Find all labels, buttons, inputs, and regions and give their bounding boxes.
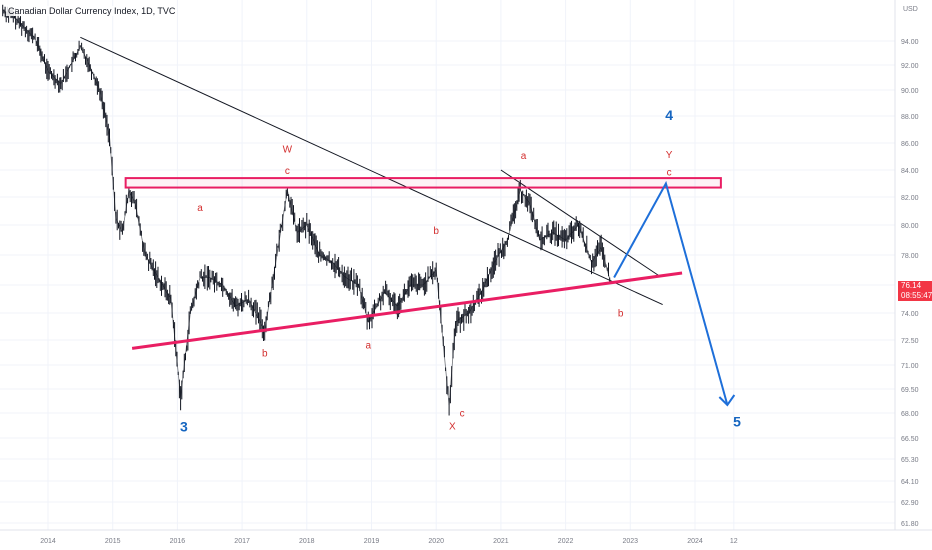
price-tick-label: 72.50	[901, 338, 919, 345]
wave-label: b	[618, 309, 624, 320]
time-tick-label: 2024	[687, 538, 703, 545]
price-candles	[2, 4, 611, 416]
price-tick-label: 62.90	[901, 500, 919, 507]
long-descending-trendline	[80, 36, 663, 306]
wave-label: a	[197, 203, 203, 214]
price-tick-label: 65.30	[901, 457, 919, 464]
price-tick-label: 86.00	[901, 141, 919, 148]
time-tick-label: 2014	[40, 538, 56, 545]
time-tick-label: 2021	[493, 538, 509, 545]
time-tick-label: 2018	[299, 538, 315, 545]
price-tick-label: 94.00	[901, 39, 919, 46]
projection-path	[613, 180, 736, 407]
wave-label: a	[365, 340, 371, 351]
wave-label: 5	[733, 413, 741, 429]
price-tick-label: 80.00	[901, 223, 919, 230]
price-tick-label: 71.00	[901, 363, 919, 370]
resistance-box	[124, 177, 722, 189]
last-price-tag: 76.14 08:55:47	[898, 281, 932, 301]
price-tick-label: 92.00	[901, 63, 919, 70]
price-tick-label: 82.00	[901, 195, 919, 202]
trendlines	[80, 36, 722, 350]
wave-labels: Wc a b a b Xc a b 4 Yc 3 5	[180, 107, 741, 434]
price-tick-label: 64.10	[901, 479, 919, 486]
price-tick-label: 90.00	[901, 88, 919, 95]
wave-label: c	[285, 166, 290, 177]
time-tick-label: 2022	[558, 538, 574, 545]
time-tick-label: 2016	[170, 538, 186, 545]
wave-label: W	[283, 144, 293, 155]
wave-label: X	[449, 422, 456, 433]
projection-arrowhead	[718, 394, 736, 407]
time-tick-label: 12	[730, 538, 738, 545]
price-series	[2, 4, 612, 416]
projection-line	[613, 180, 729, 406]
grid	[0, 0, 895, 530]
wave-label: 3	[180, 418, 188, 434]
support-line	[131, 271, 683, 350]
time-tick-label: 2020	[428, 538, 444, 545]
time-tick-label: 2015	[105, 538, 121, 545]
symbol-title[interactable]: Canadian Dollar Currency Index, 1D, TVC	[6, 6, 178, 16]
bar-countdown: 08:55:47	[901, 291, 932, 300]
price-line	[2, 9, 612, 406]
price-tick-label: 69.50	[901, 387, 919, 394]
price-tick-label: 66.50	[901, 436, 919, 443]
price-tick-label: 74.00	[901, 311, 919, 318]
wave-label: Y	[666, 150, 673, 161]
time-axis: 2014 2015 2016 2017 2018 2019 2020 2021 2022 2023…	[40, 538, 738, 545]
price-tick-label: 78.00	[901, 253, 919, 260]
price-tick-label: 61.80	[901, 521, 919, 528]
currency-label: USD	[903, 6, 918, 13]
wave-label: c	[667, 167, 672, 178]
wave-label: 4	[665, 107, 673, 123]
wave-label: b	[433, 226, 439, 237]
wave-label: c	[460, 408, 465, 419]
price-tick-label: 84.00	[901, 168, 919, 175]
time-tick-label: 2017	[234, 538, 250, 545]
last-price-value: 76.14	[901, 281, 922, 290]
price-tick-label: 68.00	[901, 411, 919, 418]
price-tick-label: 88.00	[901, 114, 919, 121]
time-tick-label: 2019	[364, 538, 380, 545]
time-tick-label: 2023	[623, 538, 639, 545]
wave-label: a	[521, 151, 527, 162]
wave-label: b	[262, 349, 268, 360]
